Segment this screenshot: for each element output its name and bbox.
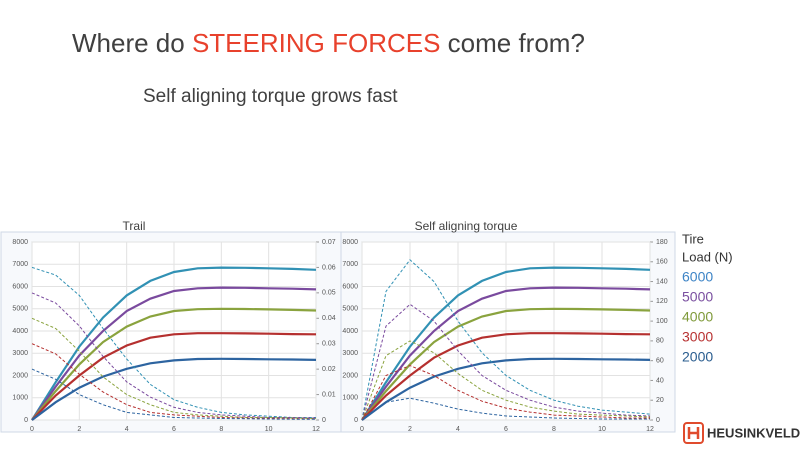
y-tick-label: 0 (354, 417, 358, 424)
y-tick-label: 8000 (342, 239, 358, 246)
dashed-line (31, 266, 316, 418)
dashed-line (361, 365, 650, 421)
y2-tick-label: 0 (656, 417, 660, 424)
y2-tick-label: 180 (656, 239, 668, 246)
x-tick-label: 4 (456, 426, 460, 433)
y2-tick-label: 0 (322, 417, 326, 424)
line (31, 332, 317, 421)
y-tick-label: 3000 (342, 350, 358, 357)
line (31, 357, 317, 421)
y2-tick-label: 0.02 (322, 366, 336, 373)
x-tick-label: 10 (598, 426, 606, 433)
legend-title: Tire (682, 231, 704, 246)
dashed-line (361, 397, 650, 421)
y2-tick-label: 0.06 (322, 264, 336, 271)
slide-subtitle: Self aligning torque grows fast (143, 86, 398, 107)
line (31, 307, 317, 421)
y2-tick-label: 60 (656, 358, 664, 365)
x-tick-label: 0 (30, 426, 34, 433)
legend-title: Load (N) (682, 249, 733, 264)
y-tick-label: 3000 (12, 350, 28, 357)
legend-entry: 3000 (682, 329, 713, 345)
y2-tick-label: 0.04 (322, 315, 336, 322)
line (31, 266, 317, 421)
y-tick-label: 5000 (342, 306, 358, 313)
line (361, 307, 651, 421)
y2-tick-label: 80 (656, 338, 664, 345)
y-tick-label: 5000 (12, 306, 28, 313)
x-tick-label: 2 (408, 426, 412, 433)
legend-entry: 4000 (682, 309, 713, 325)
dashed-line (361, 340, 651, 421)
slide-title: Where do STEERING FORCES come from? (72, 28, 585, 58)
dashed-line (31, 292, 317, 419)
dashed-line (361, 259, 651, 421)
y-tick-label: 4000 (12, 328, 28, 335)
x-tick-label: 12 (646, 426, 654, 433)
dashed-line (31, 368, 316, 420)
x-tick-label: 2 (77, 426, 81, 433)
logo-text: HEUSINKVELD (707, 425, 800, 440)
title-part: Where do (72, 28, 192, 58)
y-tick-label: 8000 (12, 239, 28, 246)
y-tick-label: 1000 (12, 395, 28, 402)
y2-tick-label: 20 (656, 397, 664, 404)
y2-tick-label: 100 (656, 318, 668, 325)
line (361, 286, 651, 421)
y2-tick-label: 0.07 (322, 239, 336, 246)
y-tick-label: 1000 (342, 395, 358, 402)
y2-tick-label: 0.05 (322, 290, 336, 297)
logo-icon (683, 422, 704, 444)
x-tick-label: 8 (552, 426, 556, 433)
y-tick-label: 4000 (342, 328, 358, 335)
x-tick-label: 0 (360, 426, 364, 433)
line (361, 332, 651, 421)
x-tick-label: 10 (265, 426, 273, 433)
logo: HEUSINKVELD (683, 422, 800, 444)
y-tick-label: 7000 (12, 261, 28, 268)
x-tick-label: 12 (312, 426, 320, 433)
line (31, 286, 317, 421)
y2-tick-label: 0.03 (322, 341, 336, 348)
y-tick-label: 7000 (342, 261, 358, 268)
chart-title: Trail (123, 219, 146, 233)
y-tick-label: 6000 (342, 283, 358, 290)
chart-title: Self aligning torque (415, 219, 518, 233)
x-tick-label: 4 (125, 426, 129, 433)
x-tick-label: 8 (219, 426, 223, 433)
x-tick-label: 6 (504, 426, 508, 433)
legend-entry: 5000 (682, 289, 713, 305)
line (361, 357, 651, 421)
y-tick-label: 0 (24, 417, 28, 424)
line (361, 266, 651, 421)
y2-tick-label: 0.01 (322, 391, 336, 398)
legend-entry: 2000 (682, 349, 713, 365)
y-tick-label: 2000 (342, 372, 358, 379)
title-part: come from? (440, 28, 585, 58)
y2-tick-label: 160 (656, 259, 668, 266)
legend-entry: 6000 (682, 269, 713, 285)
y-tick-label: 6000 (12, 283, 28, 290)
y-tick-label: 2000 (12, 372, 28, 379)
logo-icon (687, 427, 700, 439)
y2-tick-label: 120 (656, 298, 668, 305)
y2-tick-label: 40 (656, 377, 664, 384)
title-highlight: STEERING FORCES (192, 28, 440, 58)
y2-tick-label: 140 (656, 278, 668, 285)
x-tick-label: 6 (172, 426, 176, 433)
